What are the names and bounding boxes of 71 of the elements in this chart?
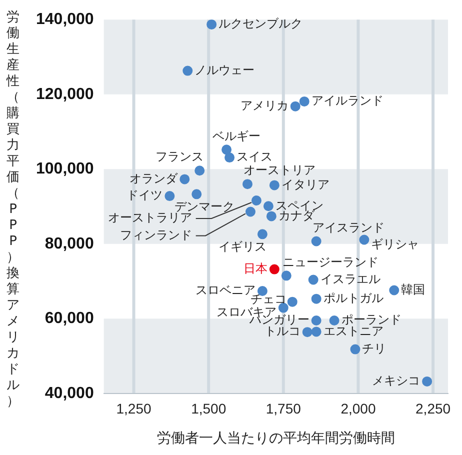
text: フィンランド <box>120 228 192 242</box>
point <box>308 274 318 285</box>
series-label: ギリシャ <box>371 236 420 251</box>
point <box>251 196 262 206</box>
series-label: 韓国 <box>401 282 426 296</box>
series-label: デンマーク <box>174 199 235 214</box>
x-tick-label: 1,500 <box>191 400 226 417</box>
point <box>281 270 292 281</box>
series-label: ルクセンブルク <box>218 16 303 31</box>
point <box>263 201 274 212</box>
point <box>194 166 205 176</box>
point <box>269 264 280 274</box>
point <box>242 179 252 190</box>
series-label: アメリカ <box>240 98 288 112</box>
series-label: 日本 <box>243 261 268 276</box>
series-label: オランダ <box>130 171 179 186</box>
point <box>311 326 322 337</box>
y-tick-label: 100,000 <box>36 160 94 178</box>
series-label: スイス <box>236 150 273 164</box>
point <box>389 285 400 296</box>
point <box>311 316 322 326</box>
series-label: フランス <box>156 150 204 164</box>
series-label: ノルウェー <box>194 62 255 77</box>
series-label: アイルランド <box>311 94 384 108</box>
series-label: ドイツ <box>126 188 163 202</box>
series-label: チリ <box>362 341 386 356</box>
series-label: アイスランド <box>312 220 384 234</box>
point <box>329 316 340 326</box>
point <box>269 180 280 190</box>
point <box>350 344 360 354</box>
point <box>299 96 310 106</box>
y-tick-label: 40,000 <box>44 384 94 402</box>
y-tick-label: 60,000 <box>44 310 94 328</box>
point <box>290 101 300 112</box>
series-label: イタリア <box>281 177 330 192</box>
point <box>182 66 193 76</box>
x-tick-label: 1,750 <box>266 400 302 417</box>
point <box>302 327 312 338</box>
point <box>422 376 432 386</box>
y-tick-label: 140,000 <box>36 11 94 28</box>
series-label: オーストリア <box>243 163 316 178</box>
point <box>192 189 202 200</box>
point <box>287 296 298 307</box>
point <box>222 144 232 155</box>
series-label: メキシコ <box>372 374 420 388</box>
point <box>164 191 175 202</box>
x-tick-label: 2,000 <box>340 400 376 417</box>
point <box>206 20 217 30</box>
point <box>359 234 370 245</box>
series-label: イスラエル <box>320 272 380 286</box>
point <box>245 206 256 217</box>
series-label: ベルギー <box>212 128 261 143</box>
text: 労働生産性（購買力平価（PPP）換算アメリカドル） <box>6 10 20 409</box>
series-label: ニュージーランド <box>282 254 378 269</box>
text: オーストラリア <box>108 210 192 225</box>
series-label: ポルトガル <box>323 290 384 305</box>
x-tick-label: 2,250 <box>416 400 451 417</box>
series-label: トルコ <box>264 324 300 338</box>
point <box>266 211 276 222</box>
point <box>257 229 268 240</box>
point <box>224 152 235 163</box>
y-tick-label: 120,000 <box>36 86 94 103</box>
point <box>311 236 322 246</box>
point <box>311 294 322 304</box>
y-tick-label: 80,000 <box>44 235 94 252</box>
point <box>180 174 190 184</box>
point <box>278 302 288 313</box>
series-label: イギリス <box>218 239 266 254</box>
x-axis-title: 労働者一人当たりの平均年間労働時間 <box>156 429 395 446</box>
point <box>257 286 268 296</box>
x-tick-label: 1,250 <box>116 400 152 417</box>
